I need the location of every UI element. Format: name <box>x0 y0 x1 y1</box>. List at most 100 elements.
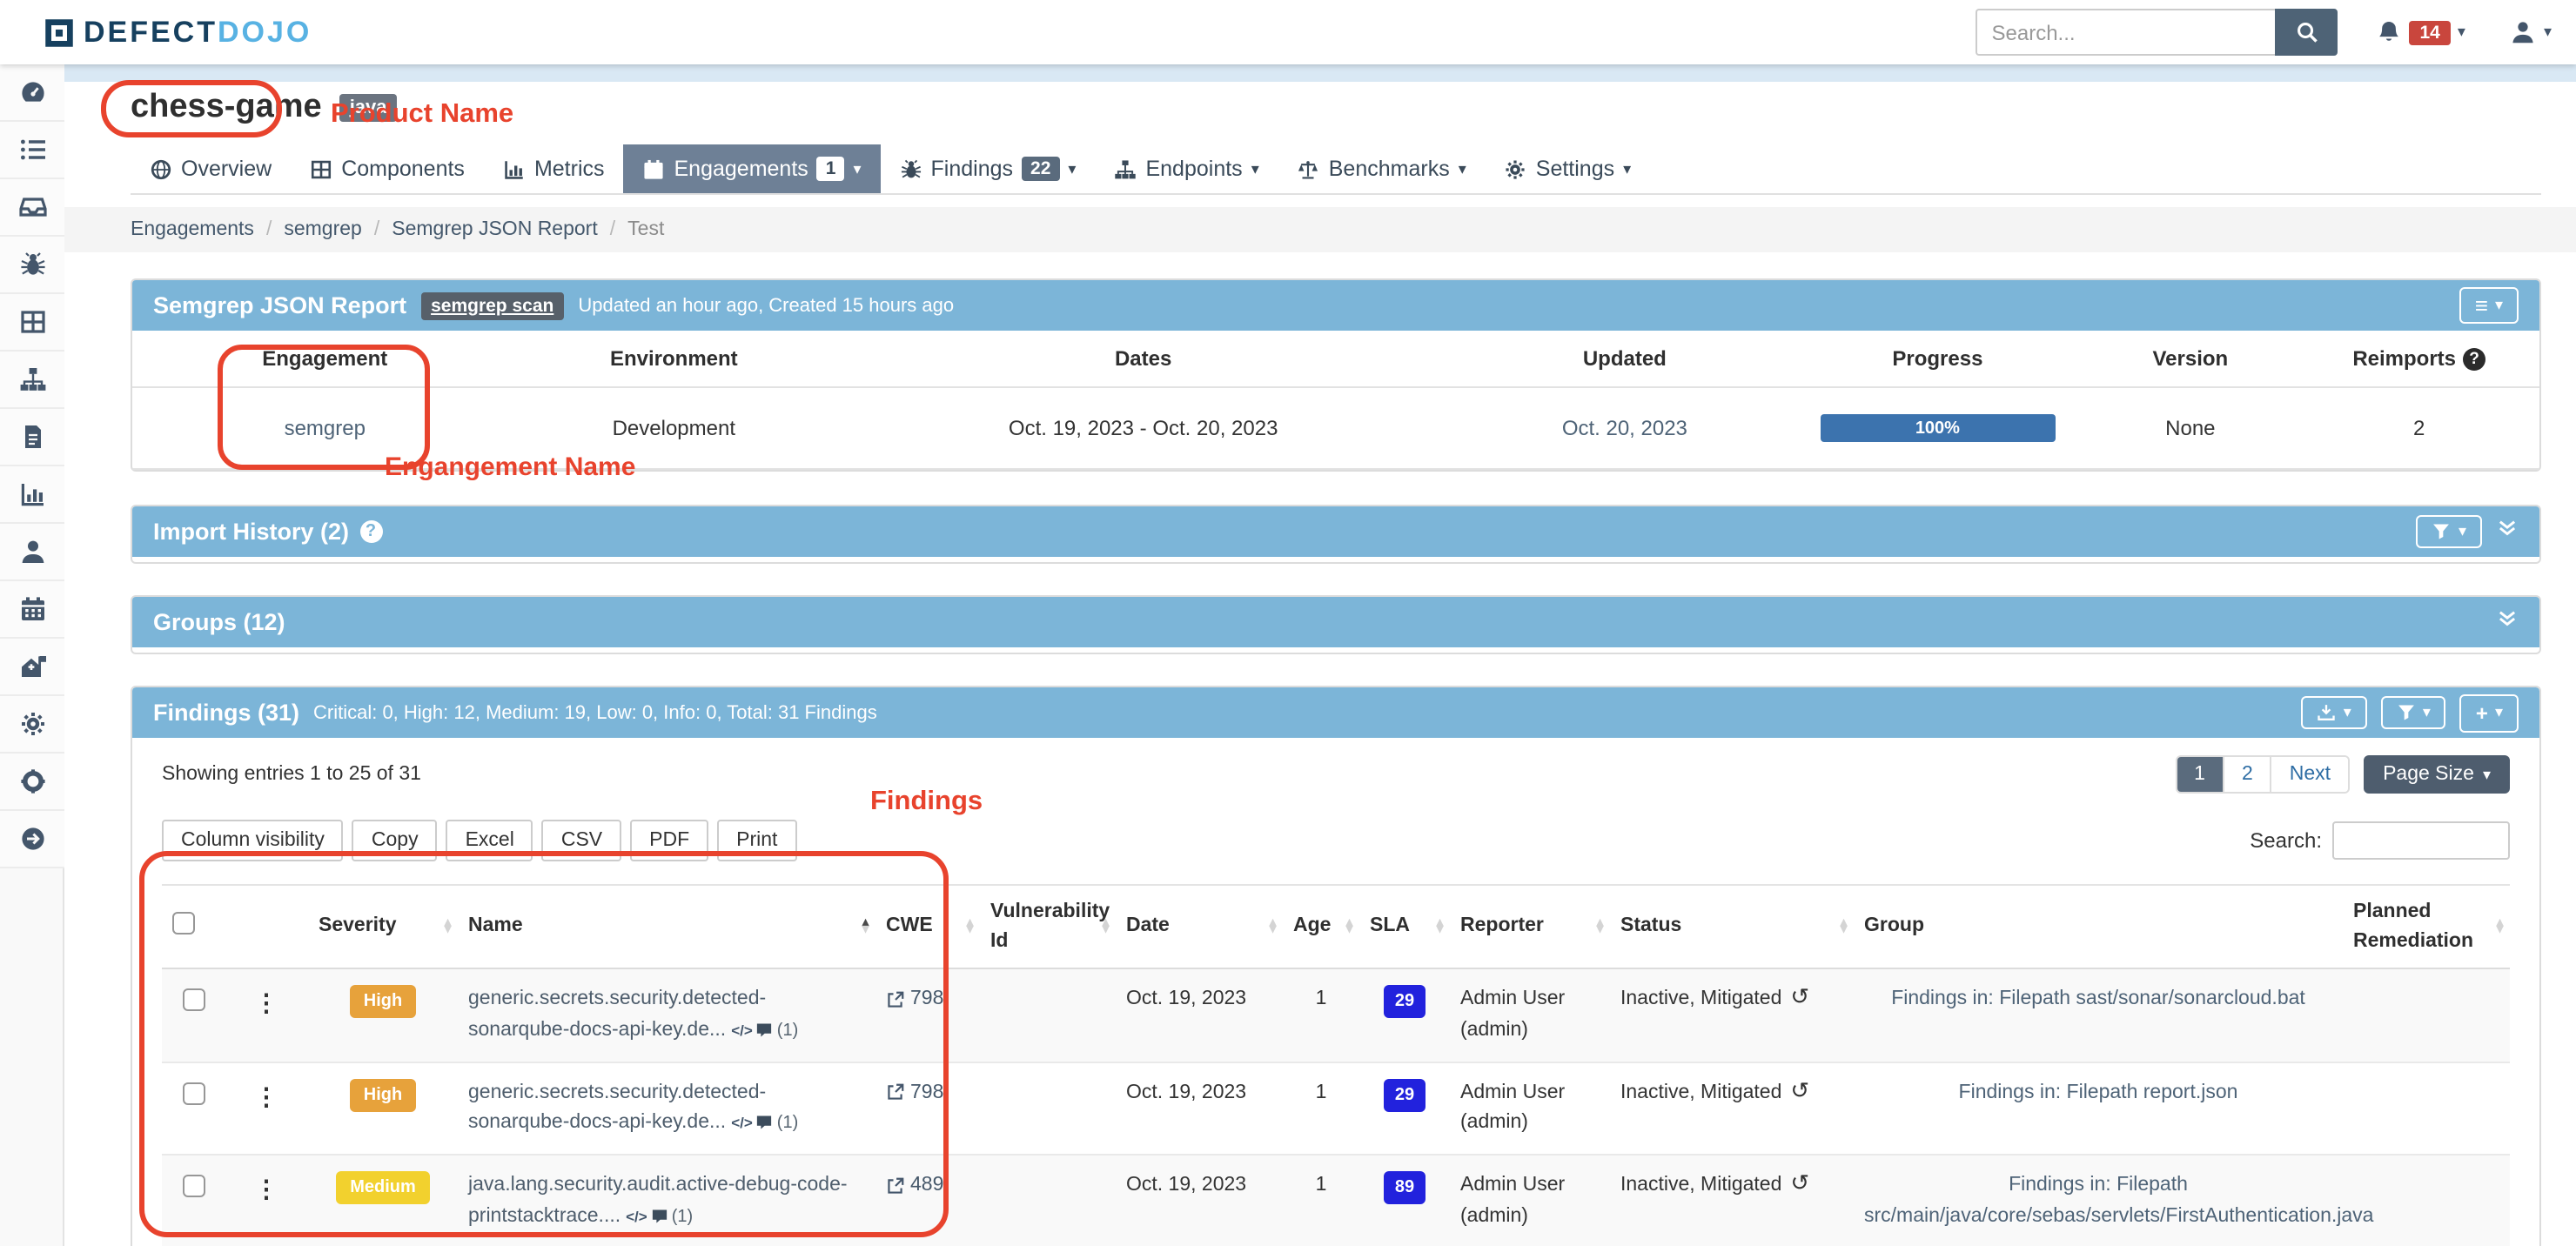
finding-name-link[interactable]: generic.secrets.security.detected-sonarq… <box>468 1082 799 1134</box>
tab-metrics[interactable]: Metrics <box>484 144 624 193</box>
caret-down-icon: ▾ <box>1623 159 1632 177</box>
engagements-count-badge: 1 <box>816 157 845 181</box>
sidebar-item-remediation[interactable] <box>0 639 64 696</box>
groups-header[interactable]: Groups (12) <box>132 597 2539 647</box>
breadcrumb-engagements[interactable]: Engagements <box>131 219 254 240</box>
row-checkbox[interactable] <box>182 988 205 1012</box>
history-icon[interactable]: ↺ <box>1790 1076 1810 1103</box>
page-2-button[interactable]: 2 <box>2222 757 2271 792</box>
tab-overview[interactable]: Overview <box>131 144 291 193</box>
col-sla[interactable]: SLA ▲ ▼ <box>1359 885 1450 970</box>
question-circle-icon[interactable]: ? <box>359 520 383 543</box>
group-link[interactable]: Findings in: Filepath src/main/java/core… <box>1864 1175 2374 1227</box>
row-checkbox[interactable] <box>182 1175 205 1198</box>
findings-summary: Critical: 0, High: 12, Medium: 19, Low: … <box>313 702 877 723</box>
col-severity[interactable]: Severity ▲ ▼ <box>308 885 458 970</box>
sidebar-item-products[interactable] <box>0 122 64 179</box>
finding-name-link[interactable]: java.lang.security.audit.active-debug-co… <box>468 1175 848 1227</box>
cwe-link[interactable]: 489 <box>910 1175 944 1196</box>
page-size-button[interactable]: Page Size ▾ <box>2364 755 2510 794</box>
import-history-header[interactable]: Import History (2) ? ▾ <box>132 506 2539 557</box>
col-age[interactable]: Age ▲ ▼ <box>1283 885 1359 970</box>
sidebar-item-metrics[interactable] <box>0 466 64 524</box>
sidebar-item-endpoints[interactable] <box>0 352 64 409</box>
breadcrumb-report[interactable]: Semgrep JSON Report <box>392 219 598 240</box>
collapse-chevrons-icon[interactable] <box>2496 516 2519 547</box>
page-1-button[interactable]: 1 <box>2177 757 2223 792</box>
tab-settings[interactable]: Settings ▾ <box>1486 144 1650 193</box>
cwe-link[interactable]: 798 <box>910 988 944 1010</box>
tab-benchmarks[interactable]: Benchmarks ▾ <box>1278 144 1486 193</box>
vulnerability-id-cell <box>980 968 1116 1062</box>
sidebar-item-users[interactable] <box>0 524 64 581</box>
sidebar-item-findings[interactable] <box>0 237 64 294</box>
csv-button[interactable]: CSV <box>541 820 622 861</box>
select-all-checkbox[interactable] <box>172 912 195 935</box>
copy-button[interactable]: Copy <box>352 820 438 861</box>
date-cell: Oct. 19, 2023 <box>1116 1154 1283 1246</box>
comment-icon <box>651 1207 668 1224</box>
sidebar-item-engagements[interactable] <box>0 179 64 237</box>
col-version: Version <box>2082 331 2299 388</box>
pdf-button[interactable]: PDF <box>630 820 709 861</box>
comment-icon <box>756 1021 774 1038</box>
findings-header: Findings (31) Critical: 0, High: 12, Med… <box>132 687 2539 738</box>
question-circle-icon[interactable]: ? <box>2463 348 2485 371</box>
sidebar-item-configuration[interactable] <box>0 696 64 754</box>
findings-add-button[interactable]: + ▾ <box>2459 693 2519 732</box>
column-visibility-button[interactable]: Column visibility <box>162 820 344 861</box>
group-link[interactable]: Findings in: Filepath sast/sonar/sonarcl… <box>1891 988 2305 1010</box>
col-date[interactable]: Date ▲ ▼ <box>1116 885 1283 970</box>
document-icon <box>18 423 46 451</box>
global-search-input[interactable] <box>1976 9 2276 56</box>
import-history-filter-button[interactable]: ▾ <box>2416 515 2482 548</box>
row-menu-kebab-icon[interactable]: ⋮ <box>254 1175 278 1203</box>
col-reporter[interactable]: Reporter ▲ ▼ <box>1450 885 1610 970</box>
sidebar-item-dashboard[interactable] <box>0 64 64 122</box>
col-name[interactable]: Name ▲ ▼ <box>458 885 875 970</box>
finding-name-link[interactable]: generic.secrets.security.detected-sonarq… <box>468 988 799 1041</box>
group-link[interactable]: Findings in: Filepath report.json <box>1958 1082 2238 1103</box>
dashboard-gauge-icon <box>18 78 46 106</box>
caret-down-icon: ▾ <box>1251 159 1259 177</box>
notifications-menu[interactable]: 14 ▾ <box>2377 19 2465 45</box>
history-icon[interactable]: ↺ <box>1790 983 1810 1010</box>
collapse-chevrons-icon[interactable] <box>2496 606 2519 638</box>
col-group[interactable]: Group <box>1854 885 2343 970</box>
row-checkbox[interactable] <box>182 1082 205 1105</box>
col-cwe[interactable]: CWE ▲ ▼ <box>875 885 980 970</box>
table-search-input[interactable] <box>2332 821 2510 860</box>
print-button[interactable]: Print <box>717 820 797 861</box>
defectdojo-logo[interactable]: DEFECTDOJO <box>44 15 312 50</box>
col-vulnerability-id[interactable]: Vulnerability Id ▲ ▼ <box>980 885 1116 970</box>
user-menu[interactable]: ▾ <box>2511 19 2552 45</box>
col-status[interactable]: Status ▲ ▼ <box>1610 885 1854 970</box>
bar-chart-icon <box>503 157 526 180</box>
tab-engagements[interactable]: Engagements 1 ▾ <box>623 144 881 193</box>
cwe-link[interactable]: 798 <box>910 1082 944 1103</box>
global-search-button[interactable] <box>2275 9 2338 56</box>
severity-badge: High <box>349 1078 417 1112</box>
tab-components[interactable]: Components <box>291 144 484 193</box>
report-actions-button[interactable]: ≡ ▾ <box>2459 287 2519 324</box>
breadcrumb-semgrep[interactable]: semgrep <box>284 219 362 240</box>
tab-findings[interactable]: Findings 22 ▾ <box>881 144 1096 193</box>
tab-endpoints[interactable]: Endpoints ▾ <box>1095 144 1278 193</box>
age-cell: 1 <box>1283 1061 1359 1156</box>
sidebar-item-reports[interactable] <box>0 409 64 466</box>
col-planned-remediation[interactable]: Planned Remediation ▲ ▼ <box>2343 885 2510 970</box>
row-menu-kebab-icon[interactable]: ⋮ <box>254 1082 278 1110</box>
engagement-link[interactable]: semgrep <box>284 416 366 440</box>
page-next-button[interactable]: Next <box>2270 757 2349 792</box>
updated-link[interactable]: Oct. 20, 2023 <box>1561 416 1687 440</box>
excel-button[interactable]: Excel <box>446 820 533 861</box>
findings-download-button[interactable]: ▾ <box>2301 696 2367 729</box>
sidebar-item-support[interactable] <box>0 754 64 811</box>
sidebar-item-calendar[interactable] <box>0 581 64 639</box>
scan-type-badge[interactable]: semgrep scan <box>420 291 565 319</box>
sidebar-item-components[interactable] <box>0 294 64 352</box>
sidebar-item-logout[interactable] <box>0 811 64 868</box>
findings-filter-button[interactable]: ▾ <box>2380 696 2446 729</box>
history-icon[interactable]: ↺ <box>1790 1169 1810 1196</box>
row-menu-kebab-icon[interactable]: ⋮ <box>254 988 278 1017</box>
